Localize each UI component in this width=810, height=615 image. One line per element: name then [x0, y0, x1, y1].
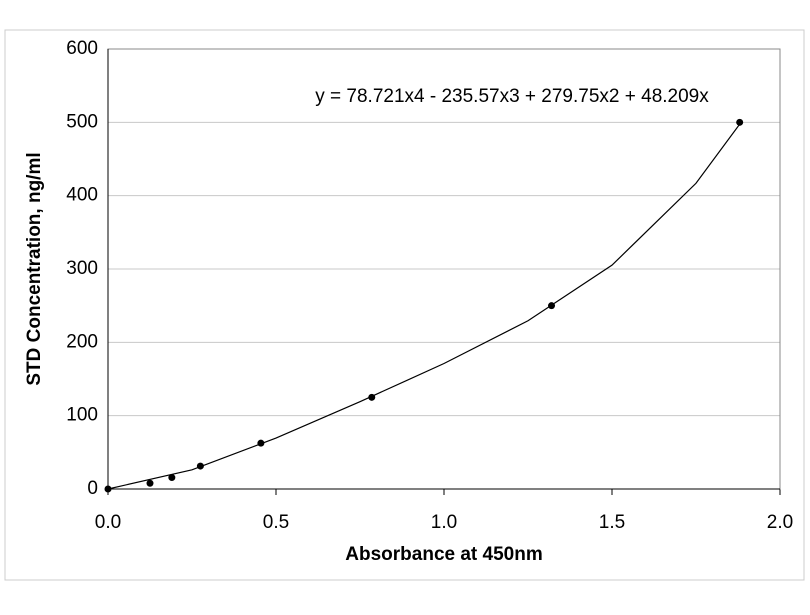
x-axis-label: Absorbance at 450nm: [345, 544, 542, 565]
x-tick-label: 1.5: [599, 512, 625, 533]
data-point: [168, 474, 176, 482]
data-point: [146, 479, 154, 487]
data-point: [368, 393, 376, 401]
data-point: [196, 462, 204, 470]
y-tick-label: 100: [66, 405, 98, 426]
y-tick-label: 0: [87, 478, 98, 499]
equation: y = 78.721x4 - 235.57x3 + 279.75x2 + 48.…: [315, 86, 709, 107]
y-tick-label: 500: [66, 111, 98, 132]
y-tick-label: 400: [66, 185, 98, 206]
y-tick-label: 200: [66, 331, 98, 352]
y-axis-label: STD Concentration, ng/ml: [24, 152, 45, 385]
y-tick-label: 300: [66, 258, 98, 279]
x-tick-label: 0.0: [95, 512, 121, 533]
y-tick-label: 600: [66, 38, 98, 59]
x-tick-label: 0.5: [263, 512, 289, 533]
data-point: [548, 302, 556, 310]
x-tick-label: 2.0: [767, 512, 793, 533]
trendline: [107, 123, 741, 490]
data-point: [104, 485, 112, 493]
data-point: [257, 439, 265, 447]
data-point: [736, 118, 744, 126]
frame: [4, 29, 805, 581]
x-tick-label: 1.0: [431, 512, 457, 533]
